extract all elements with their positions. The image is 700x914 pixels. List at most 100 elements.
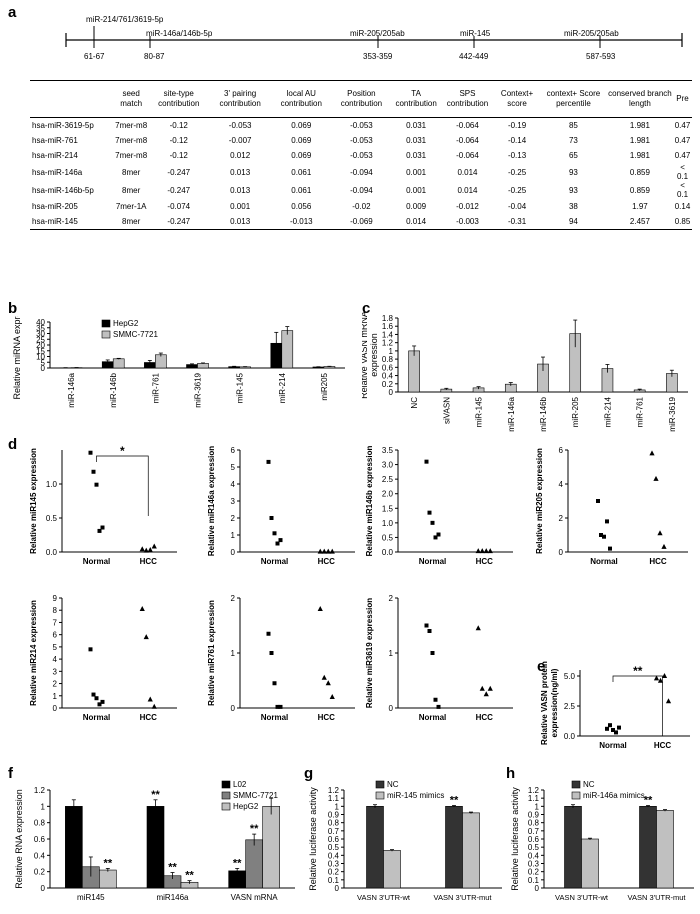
y-tick-label: 3 (231, 497, 236, 506)
legend-label: L02 (233, 780, 247, 789)
table-cell: < 0.1 (676, 163, 689, 181)
y-tick-label: 3.5 (382, 446, 394, 455)
table-header-cell: seed match (120, 89, 143, 108)
site-position: 61-67 (84, 52, 105, 61)
y-tick-label: 0.6 (34, 835, 46, 844)
table-header-cell: TA contribution (395, 89, 437, 108)
y-tick-label: 1.0 (382, 519, 394, 528)
data-point-normal (97, 702, 102, 707)
y-tick-label: 2.0 (382, 490, 394, 499)
table-cell: 0.031 (406, 121, 427, 130)
chart-d-mir146b: 0.0 0.5 1.0 1.5 2.0 2.5 3.0 3.5 Relative miR146b… (365, 446, 513, 566)
panel-label-e: e (537, 658, 546, 675)
y-tick-label: 0.4 (528, 851, 540, 860)
y-tick-label: 1.4 (382, 330, 394, 339)
table-cell: 93 (568, 167, 578, 177)
table-cell: 1.981 (629, 136, 650, 145)
panel-label-c: c (362, 300, 371, 317)
table-cell: 0.47 (674, 136, 691, 145)
table-header-cell: conserved branch length (608, 89, 672, 108)
legend-label: SMMC-7721 (113, 330, 158, 339)
y-tick-label: 6 (231, 446, 236, 455)
y-tick-label: 1 (389, 649, 394, 658)
table-cell: 0.47 (674, 151, 691, 160)
y-tick-label: 0 (231, 548, 236, 557)
significance-marker: ** (633, 664, 643, 678)
site-label: miR-145 (460, 29, 491, 38)
table-cell: 0.859 (629, 185, 650, 195)
y-axis-label: Relative miRNA expression (12, 316, 22, 400)
table-cell: < 0.1 (676, 181, 689, 199)
site-position: 353-359 (363, 52, 393, 61)
y-tick-label: 1.2 (328, 786, 340, 795)
chart-d-mir205: 0 2 4 6 Relative miR205 expression Normal HCC (535, 446, 688, 566)
table-cell: 0.85 (674, 217, 691, 226)
y-tick-label: 0.0 (382, 548, 394, 557)
table-cell: 65 (568, 151, 578, 160)
table-cell: 0.061 (291, 167, 312, 177)
data-point-normal (269, 516, 274, 520)
table-cell: 7mer-m8 (115, 121, 148, 130)
data-point-hcc (317, 606, 323, 611)
y-tick-label: 1.1 (528, 794, 540, 803)
data-point-normal (611, 728, 615, 732)
data-point-normal (88, 647, 93, 652)
y-tick-label: 0.6 (528, 835, 540, 844)
table-cell: 2.457 (629, 217, 650, 226)
bar (564, 806, 582, 889)
significance-marker: ** (450, 795, 459, 807)
y-tick-label: 5 (41, 358, 46, 367)
y-tick-label: 1.2 (528, 786, 540, 795)
x-tick-label: HCC (654, 741, 672, 750)
table-cell: -0.02 (352, 202, 371, 211)
panel-label-b: b (8, 300, 18, 317)
y-tick-label: 0.7 (528, 827, 540, 836)
x-tick-label: HCC (318, 557, 336, 566)
data-point-hcc (147, 696, 153, 702)
bar (656, 810, 674, 889)
y-tick-label: 0 (389, 704, 394, 713)
y-tick-label: 0.0 (564, 732, 576, 741)
site-label: miR-214/761/3619-5p (86, 15, 164, 24)
table-cell: 7mer-m8 (115, 151, 148, 160)
y-tick-label: 1 (53, 692, 58, 701)
x-tick-label: miR-761 (636, 396, 645, 427)
x-tick-label: Normal (261, 557, 289, 566)
legend-swatch (101, 319, 111, 328)
data-point-normal (430, 520, 435, 525)
table-header-cell: context+ Score percentile (546, 89, 601, 108)
table-row: hsa-miR-145 8mer -0.247 0.013 -0.013 -0.069 0.… (30, 214, 692, 230)
table-cell: hsa-miR-146b-5p (32, 185, 94, 195)
data-point-hcc (329, 694, 335, 699)
significance-marker: ** (104, 857, 113, 869)
y-tick-label: 1 (41, 802, 46, 811)
data-point-hcc (151, 543, 157, 549)
x-tick-label: HCC (140, 713, 158, 722)
x-tick-label: HCC (476, 713, 494, 722)
y-axis-label: expression(ng/ml) (550, 668, 559, 737)
table-cell: 0.061 (291, 185, 312, 195)
y-tick-label: 0.2 (528, 868, 540, 877)
table-cell: -0.25 (507, 185, 527, 195)
site-position: 80-87 (144, 52, 165, 61)
table-row: hsa-miR-205 7mer-1A -0.074 0.001 0.056 -0.02 0… (30, 199, 692, 214)
bar (65, 806, 83, 889)
panel-label-f: f (8, 765, 13, 782)
data-point-hcc (325, 680, 331, 686)
y-tick-label: 20 (36, 341, 45, 350)
chart-e-vasn-protein: 0.0 2.5 5.0 Relative VASN protein expression… (540, 661, 690, 750)
bar (228, 870, 246, 889)
data-point-normal (94, 696, 99, 701)
chart-f-rna-expression: 0 0.2 0.4 0.6 0.8 1 1.2 Relative RNA expression… (14, 780, 295, 902)
table-cell: 0.859 (629, 167, 650, 177)
y-tick-label: 4 (53, 655, 58, 664)
table-cell: -0.094 (350, 185, 373, 195)
x-tick-label: miR-214 (603, 396, 612, 427)
bar (366, 806, 384, 889)
data-point-normal (100, 525, 105, 530)
table-cell: 1.981 (629, 151, 650, 160)
data-point-normal (94, 482, 99, 487)
y-axis-label: Relative miR3619 expression (365, 598, 374, 708)
table-cell: -0.12 (169, 151, 188, 160)
data-point-hcc (147, 546, 153, 552)
